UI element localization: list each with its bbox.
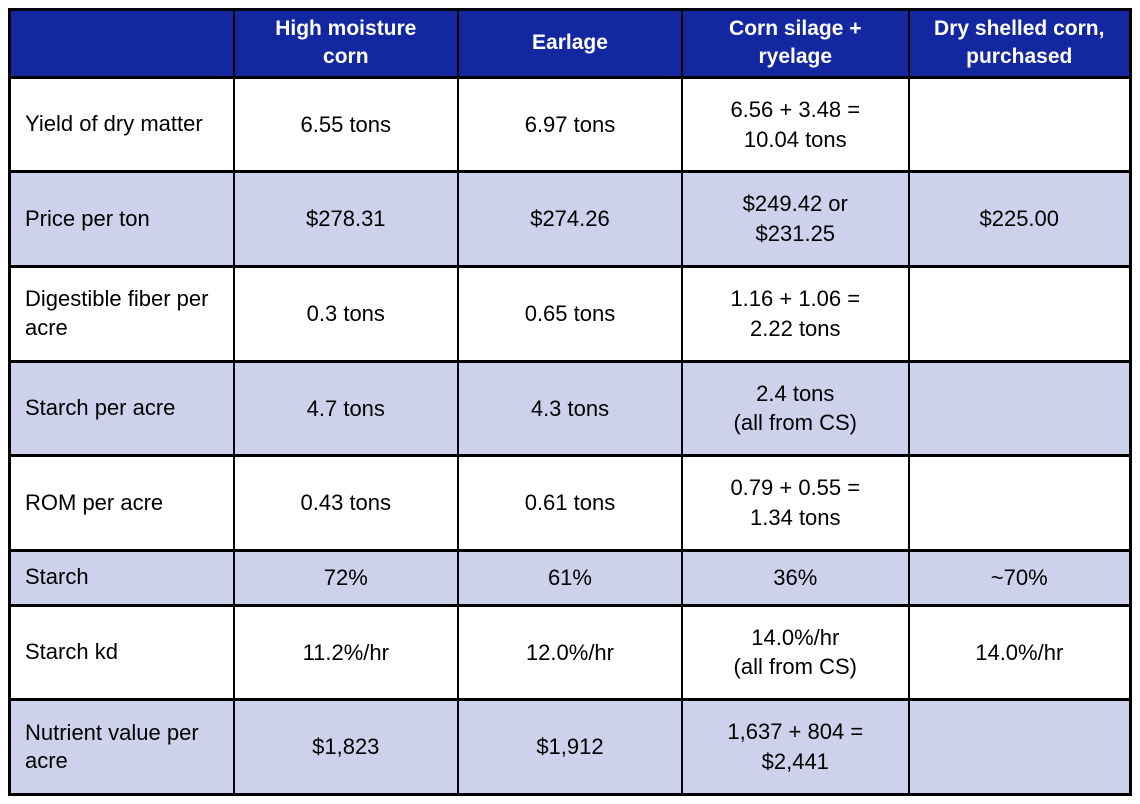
- table-cell: $1,912: [456, 698, 684, 796]
- table-row-rom-per-acre: ROM per acre 0.43 tons 0.61 tons 0.79 + …: [8, 454, 1132, 552]
- row-label: Nutrient value per acre: [8, 698, 235, 796]
- corner-cell: [8, 8, 235, 79]
- table-cell: 0.65 tons: [456, 264, 684, 363]
- table-row-nutrient-value-per-acre: Nutrient value per acre $1,823 $1,912 1,…: [8, 698, 1132, 796]
- table-cell: 11.2%/hr: [232, 603, 459, 702]
- table-cell: [907, 454, 1132, 552]
- table-row-starch-kd: Starch kd 11.2%/hr 12.0%/hr 14.0%/hr (al…: [8, 603, 1132, 702]
- header-row: High moisture corn Earlage Corn silage +…: [8, 8, 1132, 79]
- table-row-starch-per-acre: Starch per acre 4.7 tons 4.3 tons 2.4 to…: [8, 359, 1132, 458]
- table-cell: 0.43 tons: [232, 454, 459, 552]
- table-cell: 14.0%/hr (all from CS): [681, 603, 910, 702]
- row-label: Price per ton: [8, 170, 235, 268]
- table-cell: $249.42 or $231.25: [681, 170, 910, 268]
- table-cell: 2.4 tons (all from CS): [681, 359, 910, 458]
- table-cell: 36%: [681, 548, 910, 607]
- row-label: Starch per acre: [8, 359, 235, 458]
- table-row-digestible-fiber-per-acre: Digestible fiber per acre 0.3 tons 0.65 …: [8, 264, 1132, 363]
- table-cell: 0.61 tons: [456, 454, 684, 552]
- table-cell: [907, 698, 1132, 796]
- row-label: Digestible fiber per acre: [8, 264, 235, 363]
- column-header-earlage: Earlage: [456, 8, 684, 79]
- table-cell: 1.16 + 1.06 = 2.22 tons: [681, 264, 910, 363]
- row-label: Yield of dry matter: [8, 75, 235, 174]
- table-cell: 61%: [456, 548, 684, 607]
- table-cell: 14.0%/hr: [907, 603, 1132, 702]
- row-label: ROM per acre: [8, 454, 235, 552]
- table-row-yield-of-dry-matter: Yield of dry matter 6.55 tons 6.97 tons …: [8, 75, 1132, 174]
- table-cell: 6.56 + 3.48 = 10.04 tons: [681, 75, 910, 174]
- table-cell: 6.97 tons: [456, 75, 684, 174]
- table-cell: $1,823: [232, 698, 459, 796]
- table-row-starch: Starch 72% 61% 36% ~70%: [8, 548, 1132, 607]
- row-label: Starch kd: [8, 603, 235, 702]
- feed-comparison-table-wrap: High moisture corn Earlage Corn silage +…: [8, 8, 1132, 796]
- table-row-price-per-ton: Price per ton $278.31 $274.26 $249.42 or…: [8, 170, 1132, 268]
- table-cell: 12.0%/hr: [456, 603, 684, 702]
- row-label: Starch: [8, 548, 235, 607]
- table-cell: [907, 75, 1132, 174]
- table-cell: 4.3 tons: [456, 359, 684, 458]
- feed-comparison-table: High moisture corn Earlage Corn silage +…: [8, 8, 1132, 796]
- table-cell: $278.31: [232, 170, 459, 268]
- table-cell: 6.55 tons: [232, 75, 459, 174]
- column-header-corn-silage-ryelage: Corn silage + ryelage: [681, 8, 910, 79]
- table-cell: 0.79 + 0.55 = 1.34 tons: [681, 454, 910, 552]
- table-cell: 4.7 tons: [232, 359, 459, 458]
- table-cell: 0.3 tons: [232, 264, 459, 363]
- table-cell: 1,637 + 804 = $2,441: [681, 698, 910, 796]
- table-cell: 72%: [232, 548, 459, 607]
- table-cell: $274.26: [456, 170, 684, 268]
- table-cell: ~70%: [907, 548, 1132, 607]
- table-cell: $225.00: [907, 170, 1132, 268]
- column-header-dry-shelled-corn: Dry shelled corn, purchased: [907, 8, 1132, 79]
- table-cell: [907, 264, 1132, 363]
- column-header-high-moisture-corn: High moisture corn: [232, 8, 459, 79]
- table-cell: [907, 359, 1132, 458]
